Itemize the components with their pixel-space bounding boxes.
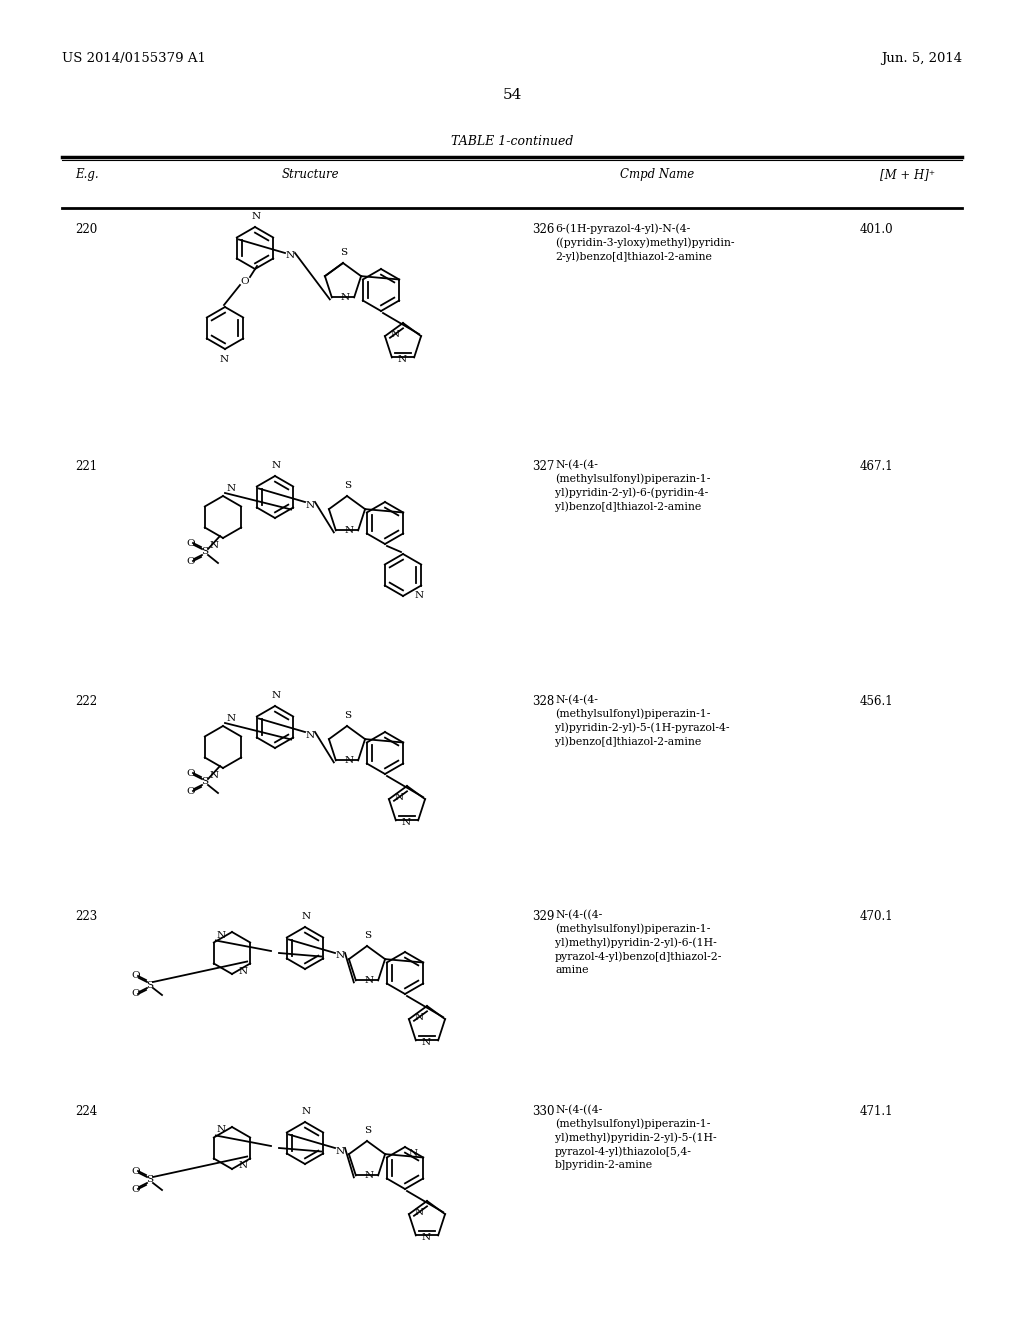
- Text: S: S: [365, 931, 372, 940]
- Text: N-(4-((4-
(methylsulfonyl)piperazin-1-
yl)methyl)pyridin-2-yl)-6-(1H-
pyrazol-4-: N-(4-((4- (methylsulfonyl)piperazin-1- y…: [555, 909, 722, 975]
- Text: N: N: [238, 966, 247, 975]
- Text: E.g.: E.g.: [75, 168, 98, 181]
- Text: N: N: [336, 952, 344, 961]
- Text: O: O: [186, 768, 196, 777]
- Text: 471.1: 471.1: [860, 1105, 894, 1118]
- Text: N: N: [415, 1012, 424, 1022]
- Text: N: N: [271, 461, 281, 470]
- Text: N: N: [336, 1147, 344, 1155]
- Text: 54: 54: [503, 88, 521, 102]
- Text: N-(4-(4-
(methylsulfonyl)piperazin-1-
yl)pyridin-2-yl)-6-(pyridin-4-
yl)benzo[d]: N-(4-(4- (methylsulfonyl)piperazin-1- yl…: [555, 459, 711, 512]
- Text: N: N: [415, 591, 424, 601]
- Text: N: N: [365, 1171, 373, 1180]
- Text: Structure: Structure: [282, 168, 339, 181]
- Text: N: N: [227, 714, 237, 723]
- Text: 467.1: 467.1: [860, 459, 894, 473]
- Text: N: N: [340, 293, 349, 302]
- Text: N-(4-((4-
(methylsulfonyl)piperazin-1-
yl)methyl)pyridin-2-yl)-5-(1H-
pyrazol-4-: N-(4-((4- (methylsulfonyl)piperazin-1- y…: [555, 1105, 717, 1171]
- Text: N: N: [401, 818, 411, 826]
- Text: N: N: [210, 541, 219, 550]
- Text: TABLE 1-continued: TABLE 1-continued: [451, 135, 573, 148]
- Text: S: S: [340, 248, 347, 257]
- Text: 329: 329: [532, 909, 554, 923]
- Text: N: N: [252, 213, 260, 220]
- Text: N: N: [395, 792, 404, 801]
- Text: 327: 327: [532, 459, 554, 473]
- Text: S: S: [146, 1176, 154, 1184]
- Text: Jun. 5, 2014: Jun. 5, 2014: [881, 51, 962, 65]
- Text: S: S: [202, 548, 209, 557]
- Text: O: O: [132, 1167, 140, 1176]
- Text: S: S: [146, 981, 154, 990]
- Text: O: O: [186, 557, 196, 565]
- Text: O: O: [186, 539, 196, 548]
- Text: N: N: [408, 1148, 417, 1158]
- Text: O: O: [132, 1184, 140, 1193]
- Text: 328: 328: [532, 696, 554, 708]
- Text: N: N: [286, 252, 295, 260]
- Text: S: S: [344, 480, 351, 490]
- Text: S: S: [202, 777, 209, 787]
- Text: S: S: [365, 1126, 372, 1135]
- Text: N: N: [301, 912, 310, 921]
- Text: O: O: [186, 787, 196, 796]
- Text: N: N: [210, 771, 219, 780]
- Text: 6-(1H-pyrazol-4-yl)-N-(4-
((pyridin-3-yloxy)methyl)pyridin-
2-yl)benzo[d]thiazol: 6-(1H-pyrazol-4-yl)-N-(4- ((pyridin-3-yl…: [555, 223, 734, 261]
- Text: N: N: [305, 730, 314, 739]
- Text: 456.1: 456.1: [860, 696, 894, 708]
- Text: N: N: [415, 1208, 424, 1217]
- Text: N: N: [217, 1126, 226, 1134]
- Text: N: N: [344, 756, 353, 764]
- Text: N: N: [238, 1162, 247, 1171]
- Text: N: N: [271, 690, 281, 700]
- Text: N: N: [391, 330, 400, 339]
- Text: N: N: [227, 484, 237, 492]
- Text: N: N: [219, 355, 228, 364]
- Text: O: O: [241, 276, 249, 285]
- Text: O: O: [132, 972, 140, 981]
- Text: 470.1: 470.1: [860, 909, 894, 923]
- Text: 220: 220: [75, 223, 97, 236]
- Text: Cmpd Name: Cmpd Name: [620, 168, 694, 181]
- Text: N: N: [301, 1107, 310, 1115]
- Text: [M + H]⁺: [M + H]⁺: [880, 168, 935, 181]
- Text: N-(4-(4-
(methylsulfonyl)piperazin-1-
yl)pyridin-2-yl)-5-(1H-pyrazol-4-
yl)benzo: N-(4-(4- (methylsulfonyl)piperazin-1- yl…: [555, 696, 729, 747]
- Text: 221: 221: [75, 459, 97, 473]
- Text: 222: 222: [75, 696, 97, 708]
- Text: N: N: [422, 1038, 431, 1047]
- Text: 330: 330: [532, 1105, 555, 1118]
- Text: N: N: [422, 1233, 431, 1242]
- Text: 224: 224: [75, 1105, 97, 1118]
- Text: 223: 223: [75, 909, 97, 923]
- Text: O: O: [132, 990, 140, 998]
- Text: N: N: [398, 355, 407, 364]
- Text: N: N: [305, 500, 314, 510]
- Text: 326: 326: [532, 223, 554, 236]
- Text: N: N: [217, 931, 226, 940]
- Text: 401.0: 401.0: [860, 223, 894, 236]
- Text: S: S: [344, 711, 351, 719]
- Text: N: N: [344, 525, 353, 535]
- Text: N: N: [365, 975, 373, 985]
- Text: US 2014/0155379 A1: US 2014/0155379 A1: [62, 51, 206, 65]
